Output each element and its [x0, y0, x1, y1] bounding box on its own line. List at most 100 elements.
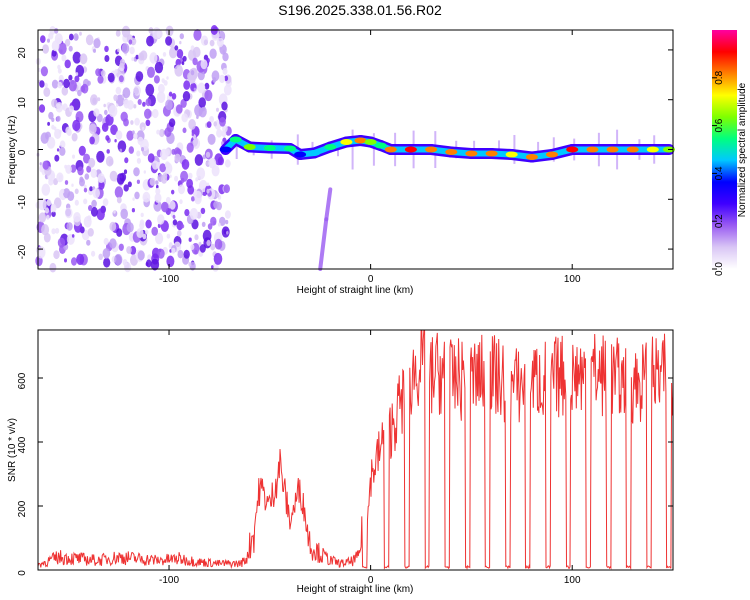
- noise-blob: [91, 250, 96, 257]
- noise-blob: [198, 97, 206, 108]
- noise-blob: [93, 108, 100, 117]
- noise-blob: [108, 158, 114, 166]
- ridge-peak: [445, 149, 458, 155]
- noise-blob: [161, 201, 169, 213]
- noise-blob: [57, 68, 62, 74]
- noise-blob: [120, 208, 128, 220]
- noise-blob: [175, 104, 183, 114]
- noise-blob: [90, 168, 98, 178]
- noise-blob: [57, 81, 63, 89]
- noise-blob: [38, 104, 46, 113]
- noise-blob: [150, 258, 160, 271]
- noise-blob: [134, 117, 140, 126]
- noise-blob: [145, 98, 152, 107]
- noise-blob: [91, 199, 97, 208]
- y-tick-label: 0: [17, 570, 28, 576]
- noise-blob: [180, 98, 187, 108]
- noise-blob: [157, 214, 165, 225]
- noise-blob: [79, 53, 88, 65]
- noise-blob: [164, 161, 170, 169]
- noise-blob: [216, 107, 219, 112]
- ridge-peak: [626, 146, 639, 153]
- x-tick-label: 100: [564, 274, 581, 285]
- noise-blob: [145, 119, 151, 127]
- noise-blob: [74, 188, 79, 195]
- noise-blob: [46, 199, 52, 207]
- noise-blob: [78, 145, 86, 156]
- noise-blob: [134, 191, 140, 200]
- noise-blob: [206, 239, 211, 246]
- noise-blob: [201, 221, 206, 227]
- noise-blob: [164, 148, 171, 156]
- noise-blob: [210, 243, 216, 251]
- noise-blob: [205, 151, 211, 158]
- ridge-peak: [229, 136, 242, 143]
- noise-blob: [47, 38, 50, 43]
- noise-blob: [177, 250, 184, 259]
- noise-blob: [104, 55, 110, 62]
- snr-ticks: -100 0 100 0 200 400 600: [17, 330, 673, 586]
- noise-blob: [204, 82, 210, 90]
- noise-blob: [151, 226, 158, 236]
- noise-blob: [175, 58, 181, 67]
- noise-blob: [96, 208, 105, 221]
- noise-blob: [44, 207, 50, 214]
- noise-blob: [40, 66, 49, 77]
- noise-blob: [119, 172, 127, 182]
- noise-blob: [140, 212, 144, 218]
- noise-blob: [206, 121, 212, 128]
- noise-blob: [224, 210, 231, 219]
- ridge-peak: [404, 146, 417, 153]
- noise-blob: [135, 54, 139, 60]
- noise-blob: [127, 181, 132, 188]
- noise-blob: [213, 200, 219, 209]
- noise-blob: [180, 170, 189, 182]
- spectrogram-marks: [35, 25, 675, 273]
- ridge-peak: [586, 146, 599, 153]
- noise-blob: [174, 147, 181, 157]
- noise-blob: [213, 252, 223, 265]
- noise-blob: [123, 99, 130, 109]
- noise-blob: [64, 59, 71, 69]
- noise-blob: [131, 57, 135, 62]
- colorbar-ticks: 0.0 0.2 0.4 0.6 0.8: [712, 70, 725, 276]
- noise-blob: [54, 154, 60, 162]
- noise-blob: [136, 228, 144, 239]
- noise-blob: [84, 173, 90, 180]
- noise-blob: [209, 116, 215, 123]
- noise-blob: [100, 70, 106, 77]
- noise-blob: [130, 120, 134, 125]
- snr-frame: [37, 329, 674, 571]
- ridge-peak: [374, 142, 387, 149]
- noise-blob: [57, 237, 66, 248]
- snr-x-axis-label: Height of straight line (km): [297, 584, 414, 595]
- noise-blob: [193, 87, 197, 92]
- noise-blob: [147, 66, 155, 78]
- spectrogram-y-axis-label: Frequency (Hz): [7, 116, 18, 185]
- ridge-peak: [485, 150, 498, 157]
- noise-blob: [164, 127, 172, 138]
- noise-blob: [166, 76, 169, 80]
- noise-blob: [153, 75, 160, 84]
- noise-blob: [149, 52, 158, 64]
- noise-blob: [166, 233, 171, 239]
- noise-blob: [161, 78, 165, 83]
- snr-y-axis-label: SNR (10 * v/v): [7, 418, 18, 482]
- noise-blob: [219, 216, 226, 226]
- noise-blob: [133, 104, 137, 109]
- noise-blob: [41, 224, 50, 236]
- noise-blob: [179, 33, 184, 40]
- noise-blob: [69, 105, 74, 113]
- snr-series-line: [37, 329, 674, 571]
- noise-blob: [191, 196, 195, 202]
- noise-blob: [145, 83, 155, 96]
- noise-blob: [165, 25, 174, 37]
- noise-blob: [105, 114, 114, 126]
- noise-blob: [194, 234, 199, 241]
- noise-blob: [161, 175, 168, 184]
- noise-blob: [59, 146, 66, 156]
- noise-blob: [63, 78, 70, 89]
- noise-blob: [202, 229, 212, 242]
- noise-blob: [190, 244, 195, 251]
